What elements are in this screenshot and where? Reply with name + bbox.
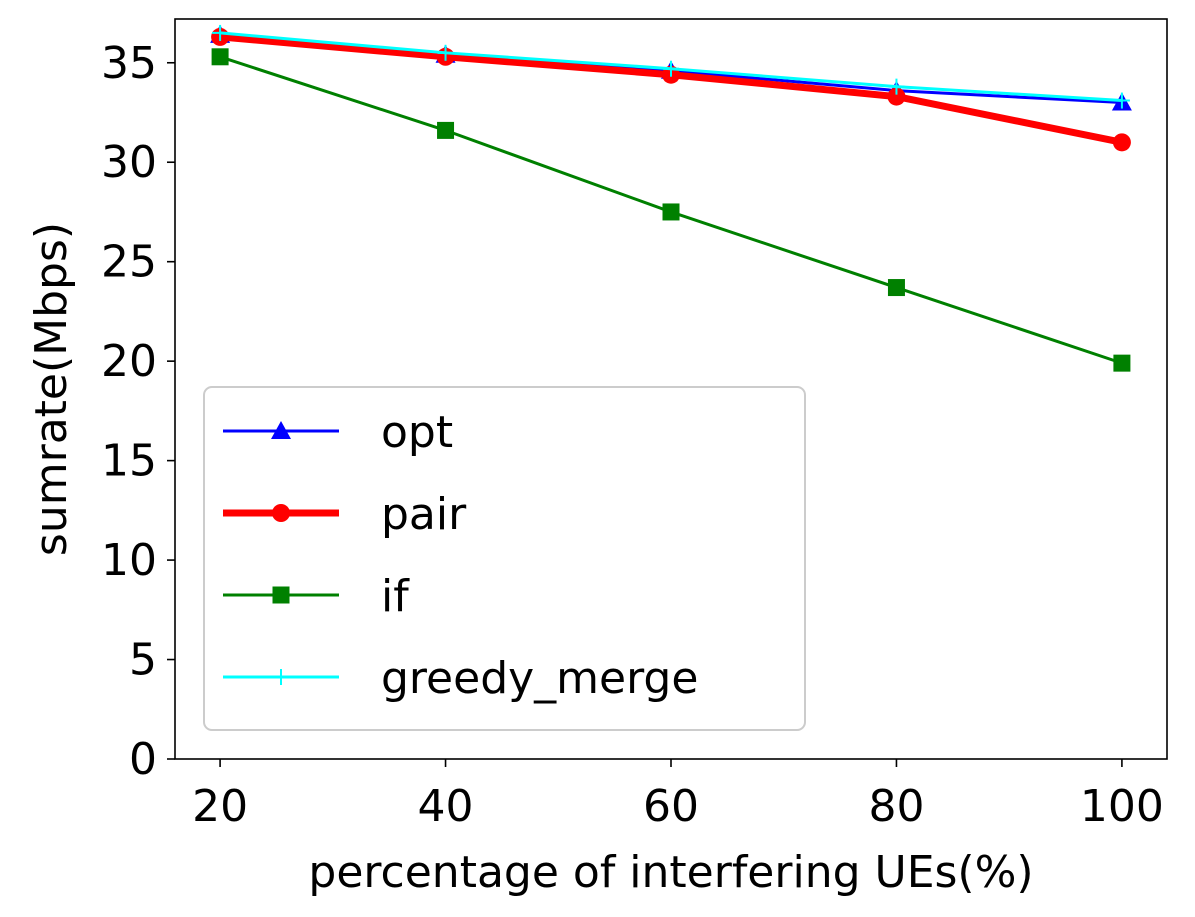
data-point bbox=[1112, 133, 1131, 152]
legend-marker bbox=[271, 421, 291, 439]
x-tick-label: 60 bbox=[643, 781, 699, 832]
legend-marker bbox=[272, 504, 290, 522]
x-tick-label: 40 bbox=[418, 781, 474, 832]
legend-label: greedy_merge bbox=[381, 653, 698, 704]
y-tick-label: 30 bbox=[101, 137, 157, 188]
x-axis-ticks: 20 40 60 80 100 bbox=[192, 759, 1164, 832]
y-tick-label: 0 bbox=[129, 734, 157, 785]
legend-entry-opt: opt bbox=[223, 407, 453, 458]
y-axis-ticks: 0 5 10 15 20 25 30 35 bbox=[101, 38, 175, 785]
legend-label: opt bbox=[381, 407, 453, 458]
legend-marker bbox=[273, 669, 289, 685]
x-axis-label: percentage of interfering UEs(%) bbox=[308, 847, 1033, 898]
data-point bbox=[662, 203, 680, 221]
data-point bbox=[211, 48, 229, 66]
data-point bbox=[1113, 92, 1130, 109]
series-layer bbox=[210, 24, 1132, 372]
legend-entry-if: if bbox=[223, 571, 410, 622]
legend-frame bbox=[203, 386, 806, 731]
data-point bbox=[887, 87, 906, 106]
y-tick-label: 25 bbox=[101, 237, 157, 288]
x-tick-label: 100 bbox=[1080, 781, 1164, 832]
data-point bbox=[663, 60, 679, 77]
y-tick-label: 35 bbox=[101, 38, 157, 89]
data-point bbox=[212, 24, 229, 41]
legend-entry-greedy-merge: greedy_merge bbox=[223, 653, 698, 704]
legend-label: if bbox=[381, 571, 410, 622]
y-tick-label: 20 bbox=[101, 336, 157, 387]
legend-marker bbox=[272, 586, 290, 604]
y-tick-label: 10 bbox=[101, 535, 157, 586]
data-point bbox=[887, 279, 905, 297]
data-point bbox=[437, 121, 455, 139]
x-tick-label: 80 bbox=[868, 781, 924, 832]
legend-label: pair bbox=[381, 489, 467, 540]
y-tick-label: 15 bbox=[101, 436, 157, 487]
series-if bbox=[211, 48, 1131, 372]
x-tick-label: 20 bbox=[192, 781, 248, 832]
data-point bbox=[888, 78, 905, 95]
y-axis-label: sumrate(Mbps) bbox=[26, 222, 77, 556]
data-point bbox=[1113, 354, 1131, 372]
data-point bbox=[437, 44, 454, 61]
series-greedy-merge bbox=[212, 24, 1130, 109]
y-tick-label: 5 bbox=[129, 635, 157, 686]
legend-entry-pair: pair bbox=[223, 489, 467, 540]
legend: opt pair if greedy_merge bbox=[203, 386, 806, 731]
